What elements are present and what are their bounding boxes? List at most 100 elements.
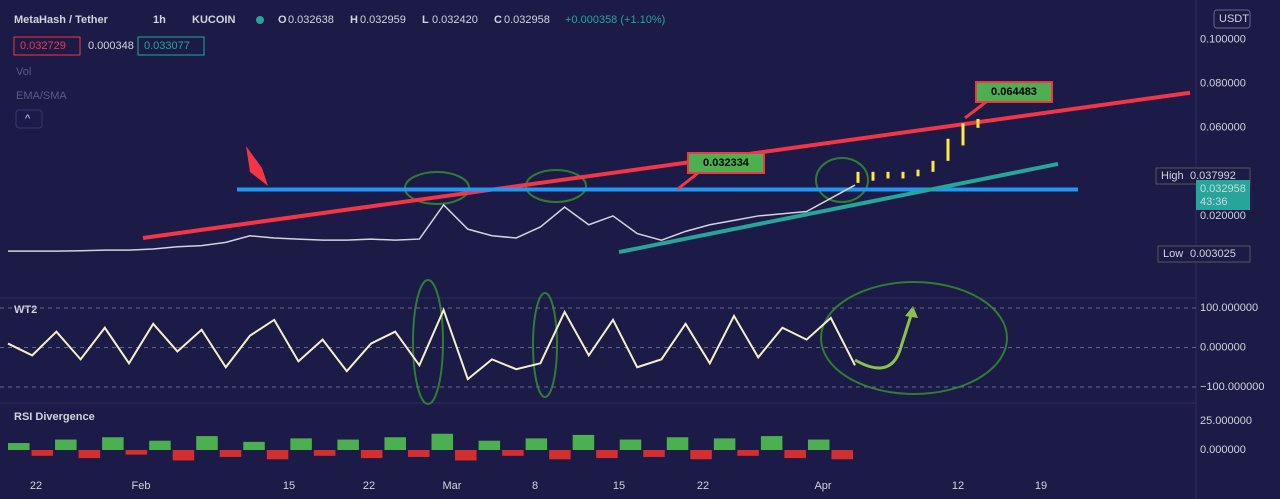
rsi-bar [643, 450, 665, 457]
x-tick-label: 15 [283, 480, 295, 492]
arrow [246, 146, 268, 186]
x-tick-label: 12 [952, 480, 964, 492]
annotation-pointer [964, 100, 987, 120]
indicator: Vol [16, 66, 31, 78]
rsi-bar [807, 439, 830, 450]
box-value: 0.000348 [88, 40, 134, 52]
arrow [854, 311, 914, 370]
x-tick-label: Mar [443, 480, 462, 492]
x-tick-label: 15 [613, 480, 625, 492]
highlight-circles [404, 157, 1008, 405]
rsi-bar [102, 437, 124, 450]
box-value: 0.033077 [144, 40, 190, 52]
interval: 1h [153, 14, 166, 26]
x-tick-label: 22 [697, 480, 709, 492]
y-tick-label: 0.000000 [1200, 341, 1246, 353]
tag [1157, 245, 1251, 263]
x-tick-label: 8 [532, 480, 538, 492]
annotation-pointer [677, 171, 699, 190]
y-tick-label: 25.000000 [1200, 415, 1252, 427]
rsi-bar [713, 438, 736, 450]
y-tick-label: 0.000000 [1200, 444, 1246, 456]
rsi-bar [431, 433, 454, 450]
rsi-bar [149, 440, 171, 450]
x-tick-label: 22 [363, 480, 375, 492]
rsi-bar [125, 450, 148, 455]
rsi-bar [502, 450, 524, 456]
box [137, 36, 205, 56]
rsi-bar [549, 450, 571, 460]
tag-text: Low [1163, 248, 1183, 260]
circle [820, 281, 1008, 395]
rsi-bar [455, 450, 477, 461]
tag-text: 0.032958 [1200, 183, 1246, 195]
rsi-bar [666, 437, 689, 450]
annotation-label: 0.064483 [991, 86, 1037, 98]
rsi-bar [243, 441, 265, 450]
indicator: EMA/SMA [16, 90, 67, 102]
circle [412, 279, 444, 405]
trendline [618, 161, 1059, 255]
tag-text: 43:36 [1200, 196, 1228, 208]
rsi-bar [337, 439, 359, 450]
rsi-bar [196, 436, 218, 450]
price-tags: High 0.037992 0.032958 43:36 Low 0.00302… [1155, 167, 1251, 263]
arrow-head [905, 306, 918, 318]
x-tick-label: 22 [30, 480, 42, 492]
rsi-bar [596, 450, 618, 459]
collapse-icon[interactable]: ^ [25, 113, 31, 125]
rsi-bar [313, 450, 336, 456]
y-tick-label: 0.080000 [1200, 78, 1246, 90]
y-tick-label: 0.060000 [1200, 122, 1246, 134]
ohlc-key: C [494, 14, 502, 26]
currency: USDT [1219, 13, 1249, 25]
exchange: KUCOIN [192, 14, 235, 26]
y-tick-label: 100.000000 [1200, 302, 1258, 314]
ohlc-key: H [350, 14, 358, 26]
price-line [8, 184, 856, 252]
circle [532, 292, 558, 398]
annotation-label: 0.032334 [703, 157, 750, 169]
header: MetaHash / Tether 1h KUCOIN O 0.032638 H 0.… [13, 14, 665, 129]
rsi-bar [619, 439, 642, 450]
trendline [142, 90, 1191, 240]
pane-title: RSI Divergence [14, 411, 95, 423]
collapse-button[interactable] [15, 109, 43, 129]
change: +0.000358 (+1.10%) [565, 14, 665, 26]
circle [815, 157, 869, 203]
box-value: 0.032729 [20, 40, 66, 52]
rsi-bar [360, 450, 383, 459]
symbol: MetaHash / Tether [14, 14, 109, 26]
rsi-bar [55, 439, 77, 450]
rsi-bar [760, 436, 783, 450]
rsi-bar [172, 450, 195, 461]
annotation-box [975, 81, 1053, 103]
y-tick-label: 0.020000 [1200, 210, 1246, 222]
rsi-bar [690, 450, 712, 460]
box [13, 36, 81, 56]
tag-text: High [1161, 170, 1184, 182]
rsi-bar [478, 440, 501, 450]
annotation-box [687, 152, 765, 174]
pane-title: WT2 [14, 304, 37, 316]
rsi-bar [219, 450, 242, 457]
rsi-bar [31, 450, 54, 456]
tag-text: 0.037992 [1190, 170, 1236, 182]
rsi-bar [572, 434, 595, 450]
rsi-bar [266, 450, 289, 460]
x-tick-label: 19 [1035, 480, 1047, 492]
ohlc-key: O [278, 14, 287, 26]
rsi-bar [831, 450, 853, 460]
rsi-bar [737, 450, 759, 456]
x-tick-label: Apr [814, 480, 831, 492]
rsi-bar [78, 450, 101, 459]
wt2-line [7, 307, 856, 381]
status-dot [256, 16, 264, 24]
y-tick-label: −100.000000 [1200, 381, 1265, 393]
tag-text: 0.003025 [1190, 248, 1236, 260]
rsi-bar [8, 443, 30, 450]
ohlc-value: 0.032958 [504, 14, 550, 26]
rsi-bar [384, 437, 406, 450]
